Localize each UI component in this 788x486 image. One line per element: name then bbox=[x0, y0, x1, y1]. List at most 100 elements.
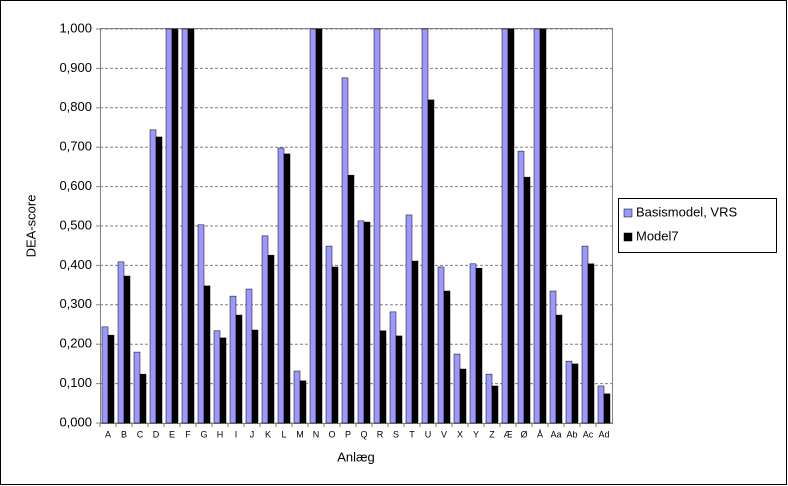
x-tick-label: N bbox=[313, 429, 320, 439]
bar bbox=[293, 370, 301, 424]
bar bbox=[555, 314, 563, 424]
bar bbox=[261, 235, 269, 424]
bar bbox=[427, 99, 435, 424]
x-axis-label: Anlæg bbox=[337, 449, 375, 464]
bar bbox=[299, 380, 307, 424]
bar bbox=[549, 290, 557, 424]
bar bbox=[517, 150, 525, 424]
bar bbox=[373, 28, 381, 424]
bar bbox=[571, 363, 579, 424]
bar bbox=[155, 136, 163, 424]
x-tick-label: M bbox=[296, 429, 304, 439]
x-tick-label: E bbox=[169, 429, 175, 439]
legend-swatch bbox=[623, 232, 633, 242]
bar bbox=[363, 221, 371, 424]
bar bbox=[539, 28, 547, 424]
y-tick-label: 0,600 bbox=[59, 178, 92, 193]
bar bbox=[283, 153, 291, 424]
x-tick-label: V bbox=[441, 429, 447, 439]
bar bbox=[469, 263, 477, 424]
bar bbox=[389, 311, 397, 424]
x-tick-label: H bbox=[217, 429, 224, 439]
bar bbox=[443, 290, 451, 424]
bar bbox=[405, 214, 413, 424]
bar bbox=[251, 329, 259, 424]
bar bbox=[501, 28, 509, 424]
bar bbox=[149, 129, 157, 424]
bar bbox=[491, 385, 499, 424]
bar bbox=[357, 220, 365, 424]
y-tick-label: 0,700 bbox=[59, 139, 92, 154]
bar bbox=[581, 245, 589, 424]
bar bbox=[187, 28, 195, 424]
x-tick-label: Ad bbox=[598, 429, 609, 439]
x-tick-label: X bbox=[457, 429, 463, 439]
bar bbox=[117, 261, 125, 424]
bar bbox=[315, 28, 323, 424]
x-tick-label: Ab bbox=[566, 429, 577, 439]
y-tick-label: 0,300 bbox=[59, 296, 92, 311]
bar bbox=[203, 285, 211, 424]
bar bbox=[133, 351, 141, 424]
bar bbox=[507, 28, 515, 424]
x-tick-label: J bbox=[250, 429, 255, 439]
bar bbox=[107, 334, 115, 424]
x-tick-label: G bbox=[200, 429, 207, 439]
bar bbox=[309, 28, 317, 424]
y-tick-label: 0,800 bbox=[59, 99, 92, 114]
bar bbox=[459, 368, 467, 424]
legend-label: Basismodel, VRS bbox=[636, 204, 737, 219]
bar bbox=[331, 266, 339, 424]
x-tick-label: Aa bbox=[550, 429, 561, 439]
x-tick-label: Æ bbox=[504, 429, 513, 439]
bar bbox=[565, 360, 573, 424]
x-tick-label: O bbox=[328, 429, 335, 439]
y-tick-label: 0,100 bbox=[59, 375, 92, 390]
bar bbox=[453, 353, 461, 424]
y-tick-label: 0,500 bbox=[59, 217, 92, 232]
x-tick-label: R bbox=[377, 429, 384, 439]
bar bbox=[379, 330, 387, 424]
legend-label: Model7 bbox=[636, 228, 679, 243]
x-tick-label: T bbox=[409, 429, 415, 439]
x-tick-label: C bbox=[137, 429, 144, 439]
x-tick-label: U bbox=[425, 429, 432, 439]
y-tick-label: 0,900 bbox=[59, 60, 92, 75]
x-tick-label: Ø bbox=[520, 429, 527, 439]
bar bbox=[213, 330, 221, 424]
bar bbox=[421, 28, 429, 424]
x-tick-label: Y bbox=[473, 429, 479, 439]
bar bbox=[475, 267, 483, 424]
bar bbox=[219, 337, 227, 424]
bar bbox=[325, 245, 333, 424]
bar bbox=[165, 28, 173, 424]
x-tick-label: Q bbox=[360, 429, 367, 439]
bar bbox=[181, 28, 189, 424]
x-tick-label: I bbox=[235, 429, 238, 439]
bar bbox=[587, 263, 595, 424]
bar bbox=[245, 288, 253, 424]
bar bbox=[341, 77, 349, 424]
x-tick-label: B bbox=[121, 429, 127, 439]
legend-box bbox=[618, 198, 777, 253]
bar bbox=[411, 260, 419, 424]
bar bbox=[171, 28, 179, 424]
x-tick-label: S bbox=[393, 429, 399, 439]
y-tick-label: 0,200 bbox=[59, 336, 92, 351]
bar bbox=[139, 373, 147, 424]
bar bbox=[603, 393, 611, 424]
bar bbox=[277, 147, 285, 424]
x-tick-label: D bbox=[153, 429, 160, 439]
bar bbox=[597, 385, 605, 424]
y-axis-label: DEA-score bbox=[23, 195, 38, 258]
bar bbox=[267, 254, 275, 424]
legend-swatch bbox=[623, 208, 633, 218]
y-tick-label: 0,400 bbox=[59, 257, 92, 272]
bar bbox=[229, 295, 237, 424]
bar bbox=[533, 28, 541, 424]
bar bbox=[347, 174, 355, 424]
bar bbox=[485, 373, 493, 424]
y-tick-label: 0,000 bbox=[59, 414, 92, 429]
